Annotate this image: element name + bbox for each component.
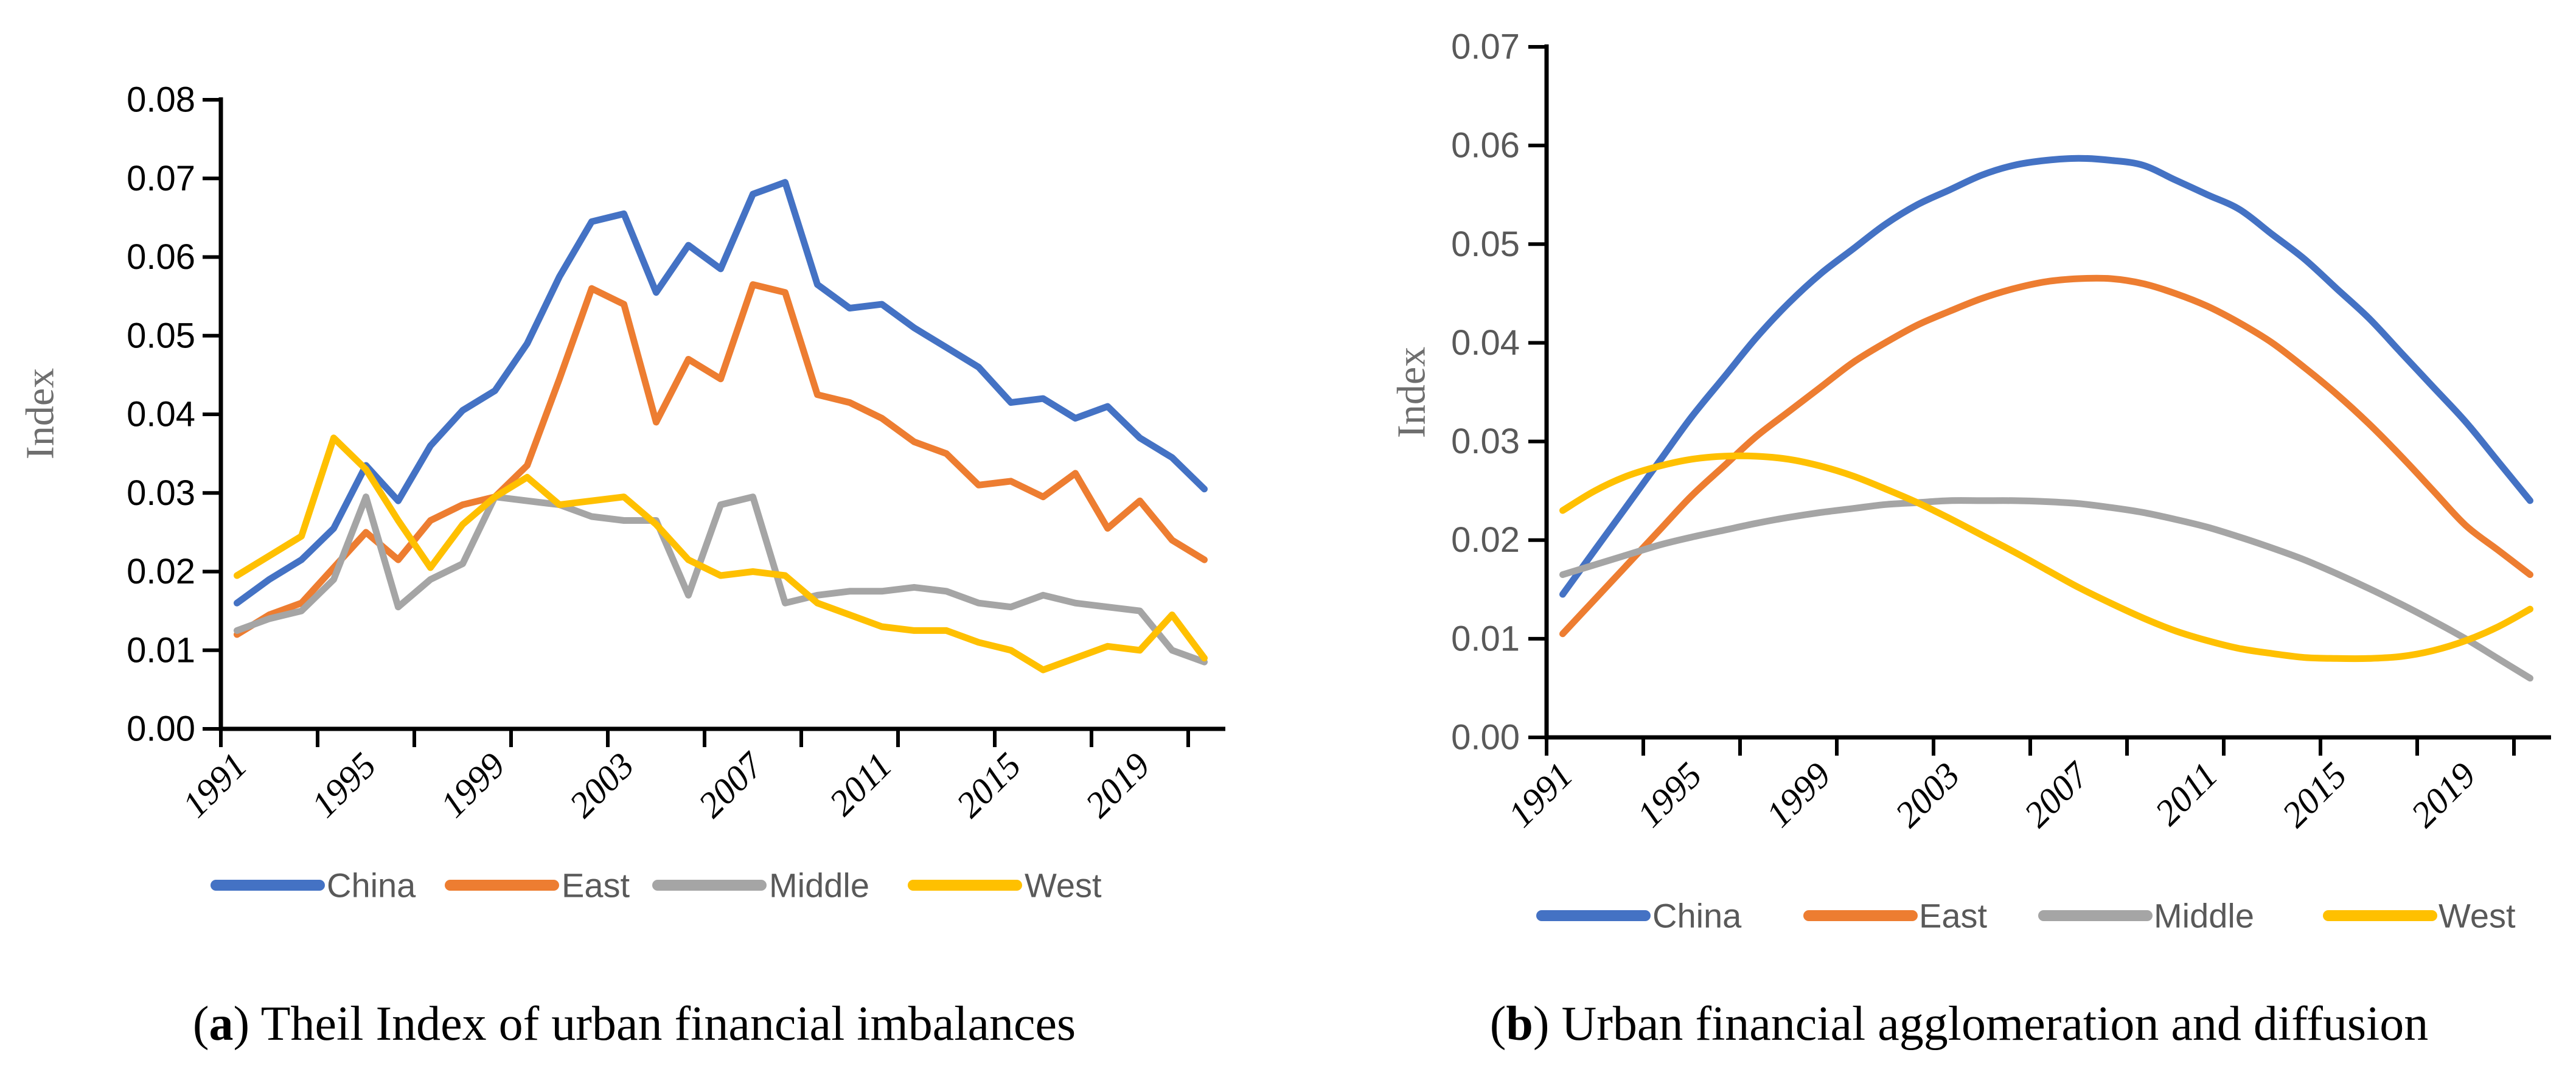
legend-label-china-b: China (1652, 897, 1742, 935)
y-tick-label-b-0.04: 0.04 (1451, 323, 1520, 363)
legend-label-west-b: West (2438, 897, 2516, 935)
y-tick-label-b-0.05: 0.05 (1451, 225, 1520, 264)
y-tick-label-a-0.01: 0.01 (127, 630, 195, 670)
y-tick-label-a-0.08: 0.08 (127, 80, 195, 120)
legend-label-east-b: East (1919, 897, 1987, 935)
series-line-middle-b (1559, 497, 2533, 682)
y-tick-label-a-0.00: 0.00 (127, 709, 195, 749)
x-tick-label-a-1999: 1999 (433, 745, 513, 826)
y-tick-label-b-0.03: 0.03 (1451, 422, 1520, 461)
series-line-china-b (1559, 155, 2533, 598)
caption-a-text: ) Theil Index of urban financial imbalan… (233, 997, 1076, 1051)
x-tick-label-b-2007: 2007 (2016, 753, 2098, 835)
x-tick-label-a-1995: 1995 (304, 745, 384, 826)
series-line-east-a (234, 281, 1208, 638)
legend-label-west-a: West (1025, 866, 1102, 905)
x-tick-label-b-2011: 2011 (2147, 755, 2225, 833)
x-tick-label-a-2003: 2003 (562, 745, 642, 826)
y-tick-label-b-0.06: 0.06 (1451, 126, 1520, 165)
y-tick-label-b-0.01: 0.01 (1451, 619, 1520, 658)
caption-a-letter: a (209, 997, 234, 1051)
caption-panel-b: (b) Urban financial agglomeration and di… (1345, 997, 2574, 1052)
legend-label-east-a: East (562, 866, 630, 905)
x-tick-label-a-2019: 2019 (1077, 745, 1158, 826)
y-axis-title-a: Index (18, 368, 63, 459)
y-tick-label-a-0.05: 0.05 (127, 316, 195, 355)
x-tick-label-a-2007: 2007 (691, 743, 772, 825)
series-line-middle-a (234, 493, 1208, 666)
series-line-west-b (1559, 452, 2533, 663)
series-line-china-a (234, 179, 1208, 607)
caption-b-letter: b (1506, 997, 1533, 1051)
x-tick-label-b-1995: 1995 (1629, 755, 1710, 835)
x-tick-label-b-2019: 2019 (2403, 755, 2484, 835)
y-tick-label-b-0.00: 0.00 (1451, 718, 1520, 757)
y-tick-label-b-0.02: 0.02 (1451, 520, 1520, 560)
caption-b-text: ) Urban financial agglomeration and diff… (1533, 997, 2429, 1051)
series-line-west-a (234, 434, 1208, 674)
y-tick-label-b-0.07: 0.07 (1451, 27, 1520, 67)
y-tick-label-a-0.04: 0.04 (127, 395, 195, 434)
y-tick-label-a-0.07: 0.07 (127, 159, 195, 198)
x-tick-label-b-2015: 2015 (2274, 755, 2355, 835)
y-tick-label-a-0.06: 0.06 (127, 237, 195, 277)
x-tick-label-b-1999: 1999 (1758, 755, 1839, 835)
x-tick-label-b-2003: 2003 (1887, 755, 1968, 835)
y-tick-label-a-0.02: 0.02 (127, 552, 195, 591)
legend-label-middle-b: Middle (2154, 897, 2254, 935)
x-tick-label-b-1991: 1991 (1500, 755, 1581, 835)
y-axis-title-b: Index (1390, 347, 1434, 438)
legend-label-china-a: China (327, 866, 416, 905)
y-tick-label-a-0.03: 0.03 (127, 473, 195, 513)
caption-panel-a: (a) Theil Index of urban financial imbal… (0, 997, 1269, 1052)
x-tick-label-a-2011: 2011 (821, 745, 899, 823)
x-tick-label-a-1991: 1991 (175, 745, 255, 826)
legend-label-middle-a: Middle (769, 866, 869, 905)
caption-b-paren: ( (1489, 997, 1506, 1051)
x-tick-label-a-2015: 2015 (949, 745, 1029, 826)
series-line-east-b (1559, 274, 2533, 638)
caption-a-paren: ( (192, 997, 209, 1051)
